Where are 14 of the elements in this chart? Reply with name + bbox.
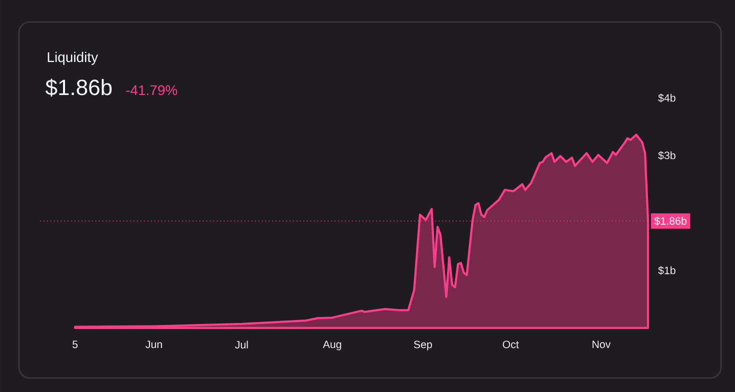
x-tick-label: Sep [414, 340, 432, 350]
x-tick-label: 5 [72, 340, 78, 348]
x-tick-label: Nov [592, 340, 611, 348]
chart-title: Liquidity [48, 52, 98, 65]
x-tick-label: Aug [322, 340, 342, 350]
y-tick-label: $1b [658, 266, 676, 275]
y-tick-label: $3b [658, 151, 676, 160]
y-tick-label: $4b [658, 94, 676, 102]
x-tick-label: Jul [235, 340, 248, 349]
chart-subtitle: $1.86b [46, 78, 112, 97]
x-tick-label: Oct [502, 340, 519, 348]
text: -41.79% [126, 85, 178, 96]
x-tick-label: Jun [146, 340, 162, 348]
ref-line-label: $1.86b [654, 216, 686, 226]
